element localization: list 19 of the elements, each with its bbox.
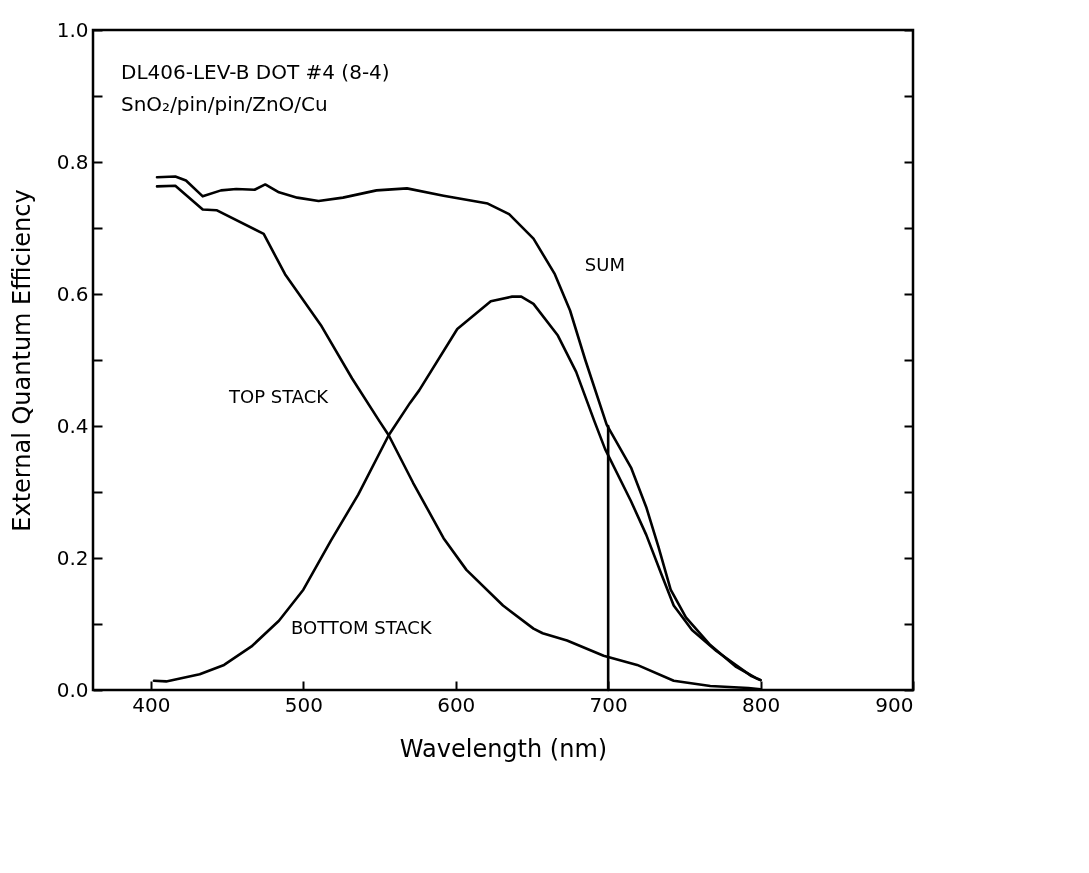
x-tick-label: 400 [132, 692, 171, 717]
text: DL406-LEV-B DOT #4 (8-4) [121, 60, 390, 84]
series-label: SUM [584, 254, 625, 276]
y-axis-title: External Quantum Efficiency [7, 189, 36, 532]
y-tick-label: 0.2 [56, 545, 89, 570]
y-tick-label: 0.8 [56, 149, 89, 174]
x-tick-label: 900 [875, 692, 914, 717]
x-axis-title: Wavelength (nm) [399, 734, 608, 763]
x-tick-label: 600 [437, 692, 476, 717]
y-tick-label: 0.4 [56, 413, 89, 438]
y-tick-label: 0.0 [56, 677, 89, 702]
x-tick-label: 500 [284, 692, 323, 717]
series-label: BOTTOM STACK [290, 616, 433, 638]
y-tick-label: 0.6 [56, 281, 89, 306]
x-tick-label: 700 [589, 692, 628, 717]
y-tick-label: 1.0 [56, 17, 89, 42]
x-tick-label: 800 [741, 692, 781, 717]
series-label: TOP STACK [227, 386, 330, 408]
text: SnO₂/pin/pin/ZnO/Cu [121, 92, 328, 116]
